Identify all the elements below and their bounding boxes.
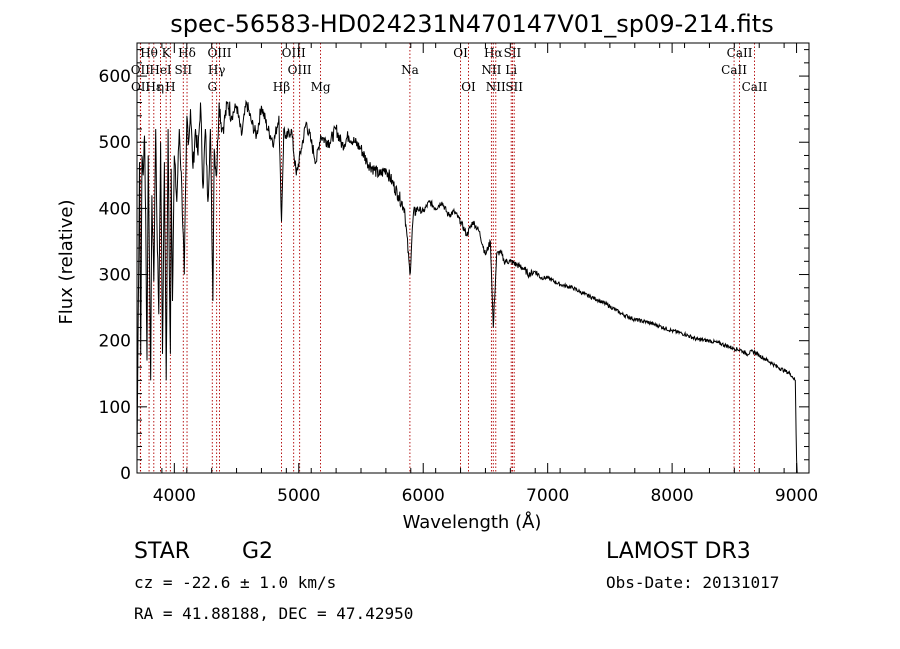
sky-coordinates: RA = 41.88188, DEC = 47.42950	[134, 604, 413, 623]
line-marker-label: HeI	[149, 63, 172, 77]
x-tick-label: 9000	[775, 486, 818, 506]
line-marker-label: Hδ	[178, 46, 196, 60]
line-marker-label: Mg	[311, 80, 331, 94]
x-tick-label: 5000	[277, 486, 320, 506]
plot-frame	[136, 42, 810, 474]
redshift-value: cz = -22.6 ± 1.0 km/s	[134, 573, 336, 592]
x-tick-label: 8000	[650, 486, 693, 506]
line-marker-label: H	[165, 80, 175, 94]
line-marker-label: SII	[174, 63, 192, 77]
line-marker-label: NII	[481, 63, 501, 77]
y-tick-label: 500	[99, 133, 131, 153]
y-tick-label: 0	[120, 464, 131, 484]
x-axis-ticks: 4000 5000 6000 7000 8000 9000	[136, 43, 818, 506]
line-marker-label: Na	[401, 63, 419, 77]
y-tick-label: 400	[99, 199, 131, 219]
spectrum-series	[136, 99, 798, 474]
object-class: STAR	[134, 539, 190, 564]
object-subclass: G2	[242, 539, 273, 564]
line-marker-label: OIII	[207, 46, 231, 60]
line-marker-label: Hε	[145, 80, 162, 94]
line-marker-label: Hβ	[273, 80, 290, 94]
line-marker-label: OI	[453, 46, 468, 60]
line-marker-label: CaII	[727, 46, 753, 60]
x-tick-label: 7000	[526, 486, 569, 506]
line-marker-label: OII	[131, 80, 151, 94]
y-axis-label: Flux (relative)	[56, 199, 77, 324]
chart-title: spec-56583-HD024231N470147V01_sp09-214.f…	[170, 10, 773, 38]
line-marker-label: Hγ	[208, 63, 226, 77]
line-marker-label: CaII	[742, 80, 768, 94]
x-tick-label: 6000	[402, 486, 445, 506]
line-marker-label: OIII	[282, 46, 306, 60]
line-marker-label: K	[162, 46, 172, 60]
x-axis-label: Wavelength (Å)	[403, 511, 542, 533]
line-marker-label: OI	[461, 80, 476, 94]
y-tick-label: 200	[99, 332, 131, 352]
series-line-flux	[136, 99, 798, 474]
line-marker-label: G	[207, 80, 217, 94]
x-tick-label: 4000	[153, 486, 196, 506]
survey-name: LAMOST DR3	[606, 539, 751, 564]
line-marker-label: CaII	[721, 63, 747, 77]
y-axis-ticks: 0 100 200 300 400 500 600	[99, 49, 809, 484]
line-marker-label: SII	[505, 80, 523, 94]
y-tick-label: 300	[99, 266, 131, 286]
line-marker-label: Li	[505, 63, 517, 77]
line-marker-label: η	[157, 80, 164, 94]
line-marker-label: OII	[131, 63, 151, 77]
y-tick-label: 600	[99, 67, 131, 87]
observation-date: Obs-Date: 20131017	[606, 573, 779, 592]
line-marker-label: SII	[504, 46, 522, 60]
line-marker-label: NII	[486, 80, 506, 94]
y-tick-label: 100	[99, 398, 131, 418]
line-marker-label: Hθ	[140, 46, 158, 60]
line-marker-label: OIII	[288, 63, 312, 77]
line-marker-label: Hα	[484, 46, 503, 60]
